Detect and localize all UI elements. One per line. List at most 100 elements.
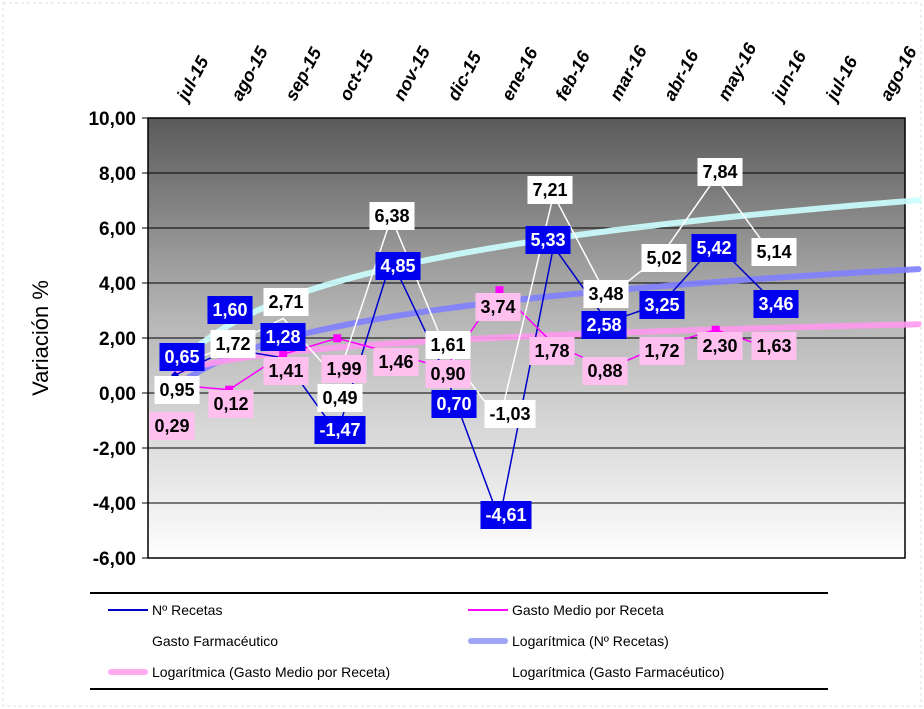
y-tick-label: -2,00: [93, 439, 136, 460]
legend-item-log-recetas: Logarítmica (Nº Recetas): [468, 631, 669, 651]
data-label: 2,58: [581, 311, 627, 339]
data-label-bg: [207, 296, 253, 324]
legend-swatch: [108, 609, 148, 611]
data-label-text: 3,46: [758, 294, 793, 314]
data-label-text: 3,48: [588, 284, 623, 304]
legend-item-log-gasto-medio: Logarítmica (Gasto Medio por Receta): [108, 662, 390, 682]
data-label: 1,46: [373, 348, 419, 376]
data-label-text: 0,65: [164, 347, 199, 367]
data-label-bg: [529, 337, 575, 365]
data-label-text: 1,99: [326, 359, 361, 379]
data-label: 1,72: [210, 330, 256, 358]
data-label: 5,42: [691, 234, 737, 262]
data-label-bg: [431, 390, 477, 418]
legend-label: Gasto Farmacéutico: [152, 633, 279, 649]
x-tick-label: ago-15: [227, 42, 272, 103]
data-label: 0,65: [159, 343, 205, 371]
data-label: 0,29: [149, 412, 195, 440]
x-tick-label: feb-16: [551, 47, 594, 104]
data-label-text: 1,78: [534, 341, 569, 361]
data-label-text: 0,90: [430, 364, 465, 384]
data-label: -4,61: [480, 501, 532, 529]
legend-label: Logarítmica (Nº Recetas): [512, 633, 669, 649]
data-label: 7,84: [697, 158, 743, 186]
data-label: 0,12: [208, 390, 254, 418]
data-label-text: 5,14: [756, 242, 791, 262]
legend-item-gasto-medio: Gasto Medio por Receta: [468, 600, 664, 620]
legend-label: Nº Recetas: [152, 602, 223, 618]
data-label-bg: [527, 176, 573, 204]
y-tick-label: 10,00: [88, 109, 136, 130]
data-label-text: 0,70: [436, 394, 471, 414]
data-label-text: 7,84: [702, 162, 737, 182]
data-label: 3,25: [639, 291, 685, 319]
data-label-bg: [317, 384, 363, 412]
data-label-bg: [751, 332, 797, 360]
data-label-bg: [159, 343, 205, 371]
data-label-text: 3,25: [644, 295, 679, 315]
data-label-bg: [751, 238, 797, 266]
marker-square: [279, 350, 288, 359]
data-label-bg: [263, 357, 309, 385]
data-label-text: 5,42: [696, 238, 731, 258]
data-label: 3,74: [475, 293, 521, 321]
data-label-bg: [583, 280, 629, 308]
data-label: 0,70: [431, 390, 477, 418]
data-label-text: -4,61: [485, 505, 526, 525]
data-label-text: 0,12: [213, 394, 248, 414]
data-label-bg: [314, 416, 366, 444]
data-label: 7,21: [527, 176, 573, 204]
data-label-bg: [475, 293, 521, 321]
data-label: 6,38: [369, 202, 415, 230]
data-label: 1,99: [321, 355, 367, 383]
data-label-text: 5,02: [646, 248, 681, 268]
data-label-bg: [210, 330, 256, 358]
legend-item-gasto-farmaceutico: Gasto Farmacéutico: [108, 631, 278, 651]
data-label: 1,41: [263, 357, 309, 385]
data-label: 3,48: [583, 280, 629, 308]
legend-swatch: [468, 609, 508, 611]
marker-square: [711, 325, 720, 334]
data-label-bg: [581, 311, 627, 339]
data-label-text: -1,03: [489, 404, 530, 424]
data-label-bg: [321, 355, 367, 383]
data-label: 0,95: [154, 376, 200, 404]
data-label: 3,46: [753, 290, 799, 318]
legend-label: Logarítmica (Gasto Medio por Receta): [152, 664, 391, 680]
data-label: 4,85: [375, 252, 421, 280]
data-label-bg: [639, 337, 685, 365]
data-label-text: 0,29: [154, 416, 189, 436]
data-label: 0,90: [425, 360, 471, 388]
y-tick-label: -6,00: [93, 549, 136, 570]
data-label: 1,72: [639, 337, 685, 365]
x-tick-label: may-16: [714, 39, 761, 104]
data-label-text: 7,21: [532, 180, 567, 200]
x-tick-label: oct-15: [335, 47, 378, 104]
data-label-text: 1,61: [430, 335, 465, 355]
data-label: 5,02: [641, 244, 687, 272]
data-label-bg: [641, 244, 687, 272]
x-tick-label: ene-16: [497, 43, 542, 104]
legend-label: Logarítmica (Gasto Farmacéutico): [512, 664, 725, 680]
x-tick-label: abr-16: [660, 46, 703, 104]
data-label-bg: [697, 332, 743, 360]
legend-item-recetas: Nº Recetas: [108, 600, 222, 620]
data-label-text: 2,71: [268, 292, 303, 312]
x-tick-label: jun-16: [767, 47, 811, 106]
y-tick-label: 4,00: [99, 274, 136, 295]
data-label: -1,03: [484, 400, 536, 428]
data-label-bg: [691, 234, 737, 262]
data-label-bg: [480, 501, 532, 529]
legend-swatch: [468, 670, 508, 674]
plot-border: [147, 117, 906, 559]
data-label: 1,63: [751, 332, 797, 360]
data-label-bg: [208, 390, 254, 418]
data-label-bg: [639, 291, 685, 319]
data-label-text: 1,41: [268, 361, 303, 381]
legend-swatch: [468, 638, 508, 644]
data-label: 5,14: [751, 238, 797, 266]
data-label-text: 1,46: [378, 352, 413, 372]
data-label-text: 0,88: [587, 361, 622, 381]
